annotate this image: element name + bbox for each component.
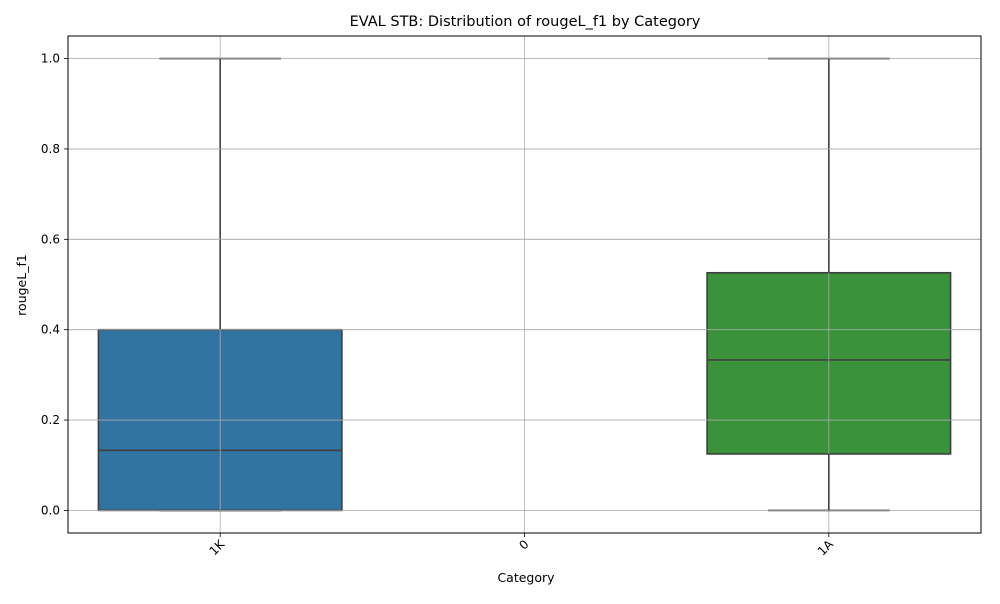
y-axis-ticks: 0.0 0.2 0.4 0.6 0.8 1.0: [41, 52, 68, 517]
y-axis-label: rougeL_f1: [14, 254, 29, 316]
x-tick-label: 0: [516, 537, 531, 552]
x-axis-label: Category: [497, 570, 555, 585]
y-tick-label: 0.2: [41, 413, 60, 427]
y-tick-label: 0.4: [41, 323, 60, 337]
y-tick-label: 0.6: [41, 232, 60, 246]
x-tick-label: 1A: [815, 537, 837, 559]
y-tick-label: 0.8: [41, 142, 60, 156]
box-plots: [68, 57, 981, 512]
y-tick-label: 1.0: [41, 52, 60, 66]
x-tick-label: 1K: [206, 536, 228, 558]
x-axis-ticks: 1K 0 1A: [206, 533, 837, 559]
y-tick-label: 0.0: [41, 503, 60, 517]
chart-title: EVAL STB: Distribution of rougeL_f1 by C…: [350, 14, 701, 30]
